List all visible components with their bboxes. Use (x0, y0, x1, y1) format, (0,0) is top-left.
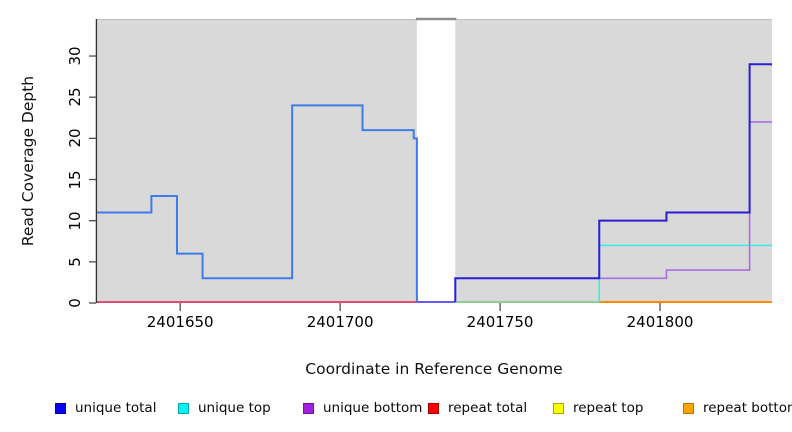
legend-swatch-icon (303, 402, 314, 414)
legend-item-repeat-total: repeat total (428, 399, 527, 417)
coverage-gap-band (416, 19, 456, 303)
legend-label: unique top (198, 400, 271, 416)
y-tick-label: 25 (66, 87, 84, 107)
legend-item-repeat-top: repeat top (553, 399, 643, 417)
x-axis-title: Coordinate in Reference Genome (305, 360, 563, 378)
y-tick-label: 30 (66, 46, 84, 66)
series-line-unique-total-right (454, 63, 772, 302)
legend-swatch-icon (683, 402, 694, 414)
legend-item-repeat-bottom: repeat bottom (683, 399, 792, 417)
y-tick-label: 0 (66, 298, 84, 308)
y-tick-label: 5 (66, 257, 84, 267)
legend-item-unique-bottom: unique bottom (303, 399, 422, 417)
legend: unique total unique top unique bottom repea… (0, 399, 792, 421)
legend-item-unique-top: unique top (178, 399, 271, 417)
legend-swatch-icon (178, 402, 189, 414)
legend-item-unique-total: unique total (55, 399, 156, 417)
legend-label: unique bottom (323, 400, 423, 416)
legend-label: unique total (75, 400, 157, 416)
y-axis-title: Read Coverage Depth (19, 75, 37, 247)
y-tick-label: 20 (66, 128, 84, 148)
legend-swatch-icon (55, 402, 66, 414)
legend-label: repeat bottom (703, 400, 792, 416)
x-tick-label: 2401650 (146, 313, 214, 331)
x-tick-label: 2401800 (626, 313, 694, 331)
legend-label: repeat total (448, 400, 528, 416)
series-line-unique-bottom-line (455, 121, 772, 280)
x-tick-label: 2401700 (306, 313, 374, 331)
legend-swatch-icon (553, 402, 564, 414)
legend-swatch-icon (428, 402, 439, 414)
x-tick-label: 2401750 (466, 313, 534, 331)
y-tick-label: 10 (66, 211, 84, 231)
series-line-unique-total-left (97, 104, 418, 302)
legend-label: repeat top (573, 400, 644, 416)
y-tick-label: 15 (66, 169, 84, 190)
